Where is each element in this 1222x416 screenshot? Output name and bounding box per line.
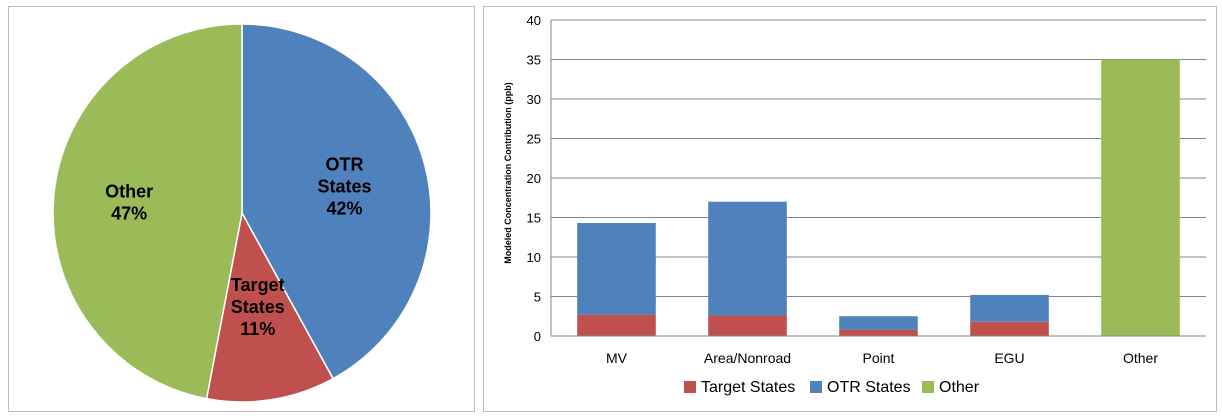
pie-slice bbox=[205, 210, 335, 403]
y-tick-label: 15 bbox=[527, 211, 541, 226]
y-tick-label: 0 bbox=[534, 329, 541, 344]
x-category-label: Area/Nonroad bbox=[704, 350, 791, 366]
x-category-label: Point bbox=[863, 350, 895, 366]
bar-segment bbox=[577, 223, 656, 315]
bar-segment bbox=[970, 294, 1049, 322]
y-tick-label: 20 bbox=[527, 171, 541, 186]
pie-slice bbox=[241, 23, 432, 380]
pie-slice-label: Other 47% bbox=[105, 181, 153, 223]
legend-label: OTR States bbox=[827, 379, 911, 396]
x-category-label: MV bbox=[606, 350, 628, 366]
y-tick-label: 10 bbox=[527, 250, 541, 265]
legend-label: Target States bbox=[701, 379, 795, 396]
y-tick-label: 40 bbox=[527, 13, 541, 28]
bar-segment bbox=[970, 321, 1049, 336]
bar-chart-panel: 0 5 10 15 20 25 30 35 40 Modeled Concentration Co… bbox=[483, 6, 1217, 412]
bar-segment bbox=[839, 329, 918, 336]
bar-segment bbox=[1101, 59, 1180, 336]
x-category-label: EGU bbox=[994, 350, 1024, 366]
bar-chart: 0 5 10 15 20 25 30 35 40 Modeled Concentration Co… bbox=[503, 13, 1206, 396]
y-tick-label: 5 bbox=[534, 290, 541, 305]
bar-segment bbox=[708, 315, 787, 336]
pie-slice-label: OTR States 42% bbox=[317, 155, 371, 219]
bar-segment bbox=[708, 201, 787, 316]
y-tick-label: 35 bbox=[527, 53, 541, 68]
y-tick-label: 30 bbox=[527, 92, 541, 107]
legend-swatch bbox=[810, 381, 822, 393]
legend-label: Other bbox=[939, 379, 980, 396]
legend-swatch bbox=[684, 381, 696, 393]
pie-chart: OTR States 42% Target States 11% Other 47% bbox=[52, 23, 432, 403]
x-category-label: Other bbox=[1123, 350, 1158, 366]
pie-slice-label: Target States 11% bbox=[231, 275, 285, 339]
y-axis-title: Modeled Concentration Contribution (ppb) bbox=[503, 82, 513, 263]
legend-swatch bbox=[922, 381, 934, 393]
bar-segment bbox=[839, 316, 918, 330]
bar-segment bbox=[577, 314, 656, 336]
y-tick-label: 25 bbox=[527, 132, 541, 147]
pie-slice bbox=[52, 23, 243, 400]
pie-chart-panel: OTR States 42% Target States 11% Other 47% bbox=[8, 6, 475, 412]
